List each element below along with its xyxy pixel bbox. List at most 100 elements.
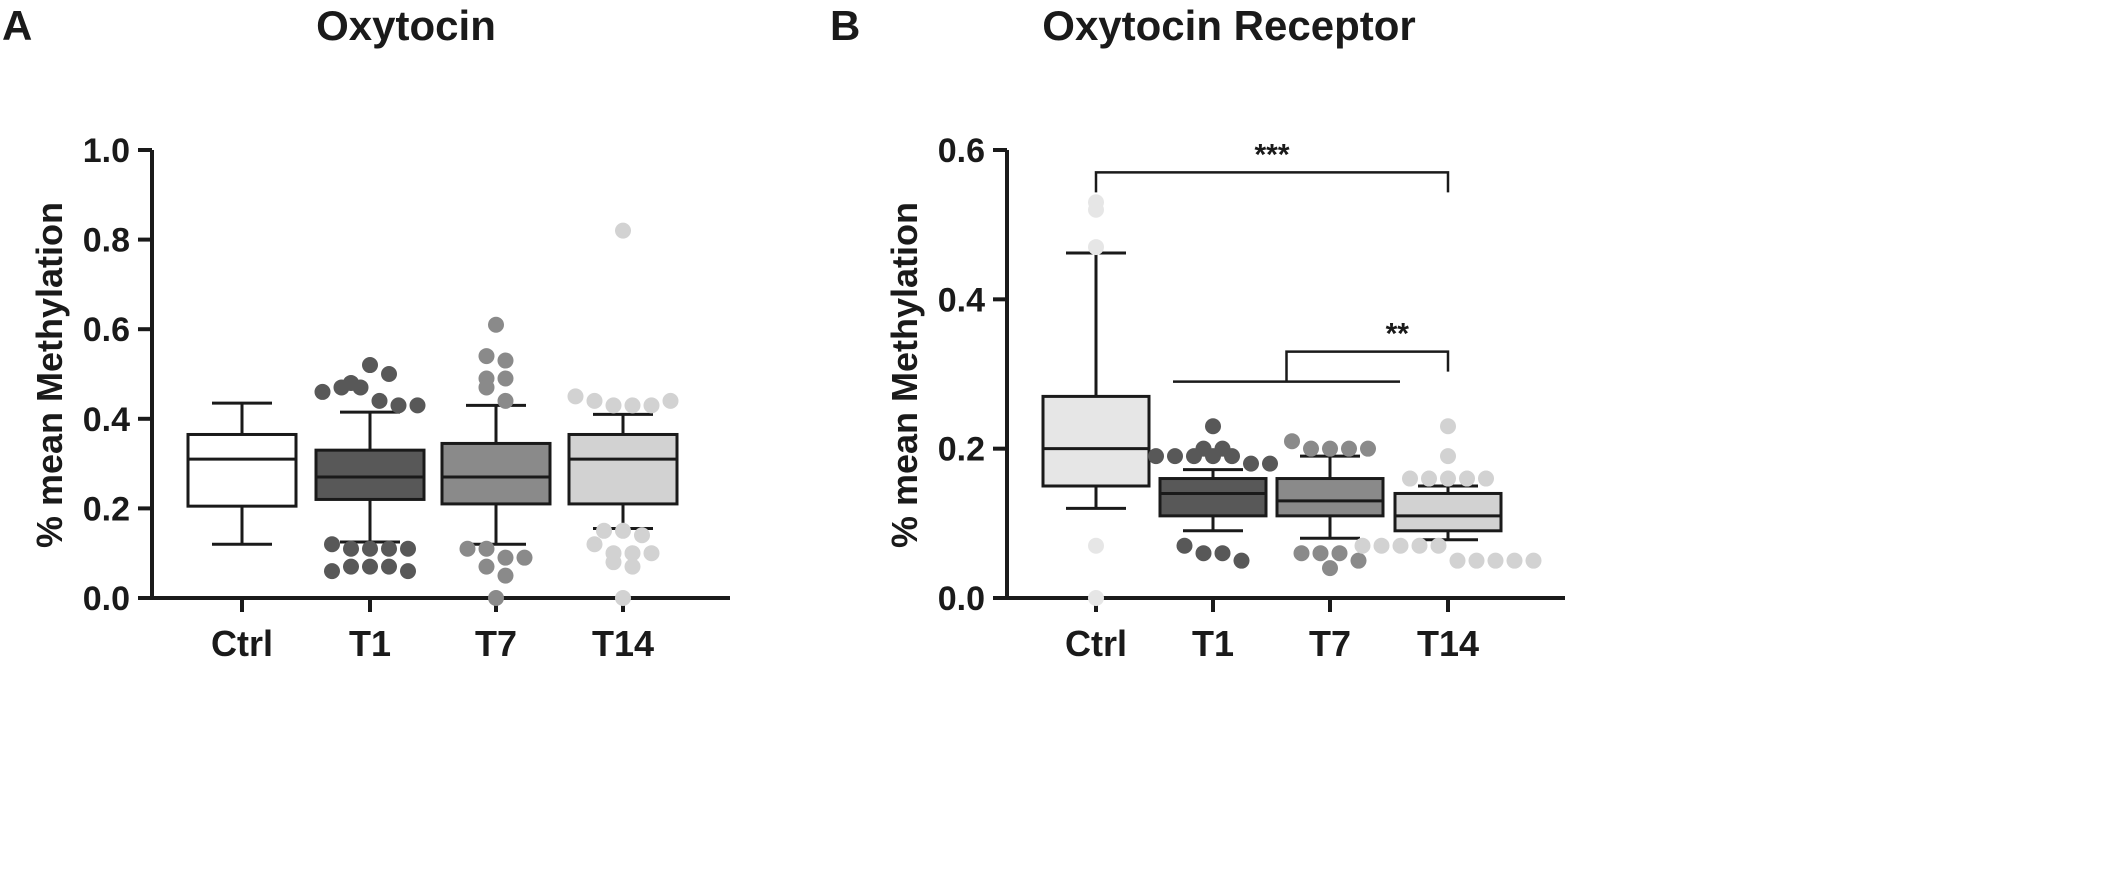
- y-tick-label: 1.0: [83, 132, 130, 170]
- outlier-point: [478, 558, 495, 575]
- outlier-point: [516, 549, 533, 566]
- outlier-point: [362, 357, 378, 374]
- outlier-point: [1284, 433, 1300, 450]
- outlier-point: [624, 558, 641, 575]
- significance-label: **: [1386, 318, 1410, 351]
- x-tick-label: Ctrl: [211, 623, 273, 664]
- outlier-point: [605, 554, 622, 571]
- outlier-point: [362, 558, 378, 575]
- outlier-point: [1468, 552, 1485, 569]
- outlier-point: [596, 522, 612, 539]
- outlier-point: [1088, 590, 1104, 606]
- y-tick-label: 0.0: [83, 580, 130, 618]
- outlier-point: [488, 590, 504, 606]
- box-t1: [314, 448, 426, 501]
- outlier-point: [1214, 545, 1231, 562]
- outlier-point: [1233, 552, 1250, 569]
- box-ctrl: [186, 432, 298, 508]
- outlier-point: [352, 379, 369, 396]
- outlier-point: [1421, 470, 1437, 487]
- outlier-point: [478, 540, 495, 557]
- outlier-point: [1402, 470, 1418, 487]
- significance-bracket: [1094, 171, 1450, 193]
- y-tick-label: 0.8: [83, 222, 130, 260]
- outlier-point: [1195, 545, 1212, 562]
- y-tick-label: 0.6: [938, 132, 985, 170]
- outlier-point: [1088, 239, 1104, 256]
- outlier-point: [615, 522, 631, 539]
- outlier-point: [478, 379, 495, 396]
- outlier-point: [1430, 537, 1447, 554]
- box-t14: [567, 432, 679, 506]
- box-t7: [440, 441, 552, 506]
- outlier-point: [497, 392, 514, 409]
- outlier-point: [1205, 448, 1221, 465]
- panel-a-plot: 0.0 0.2 0.4 0.6 0.8 1.0 Ctrl T1 T7 T14: [83, 132, 730, 664]
- outlier-point: [605, 397, 622, 414]
- x-tick-label: T7: [1309, 623, 1351, 664]
- panel-b-title: Oxytocin Receptor: [1042, 2, 1415, 49]
- outlier-point: [624, 397, 641, 414]
- outlier-point: [1478, 470, 1494, 487]
- outlier-point: [624, 545, 641, 562]
- outlier-point: [1293, 545, 1310, 562]
- box-t14: [1393, 491, 1503, 533]
- outlier-point: [324, 563, 340, 580]
- outlier-point: [1262, 455, 1278, 472]
- outlier-point: [324, 536, 340, 553]
- outlier-point: [1350, 552, 1367, 569]
- outlier-point: [1525, 552, 1542, 569]
- outlier-point: [488, 316, 504, 333]
- x-tick-label: T14: [1417, 623, 1479, 664]
- y-tick-label: 0.4: [938, 281, 985, 319]
- outlier-point: [1354, 537, 1371, 554]
- outlier-point: [615, 222, 631, 239]
- y-tick-label: 0.2: [938, 431, 985, 469]
- outlier-point: [497, 549, 514, 566]
- outlier-point: [478, 348, 495, 365]
- outlier-point: [1449, 552, 1466, 569]
- outlier-point: [1224, 448, 1240, 465]
- box-t7: [1275, 477, 1385, 518]
- outlier-point: [1303, 440, 1319, 457]
- outlier-point: [497, 370, 514, 387]
- x-tick-label: T1: [349, 623, 391, 664]
- outlier-point: [1088, 201, 1104, 218]
- outlier-point: [1373, 537, 1390, 554]
- outlier-point: [400, 563, 416, 580]
- outlier-point: [1506, 552, 1523, 569]
- panel-b-ylabel: % mean Methylation: [884, 202, 925, 548]
- y-tick-label: 0.6: [83, 311, 130, 349]
- outlier-point: [390, 397, 407, 414]
- outlier-point: [371, 392, 388, 409]
- significance-label: ***: [1254, 138, 1289, 171]
- outlier-point: [1411, 537, 1428, 554]
- box-t1: [1158, 477, 1268, 518]
- y-tick-label: 0.2: [83, 490, 130, 528]
- outlier-point: [1440, 448, 1456, 465]
- outlier-point: [586, 392, 603, 409]
- outlier-point: [497, 567, 514, 584]
- outlier-point: [643, 545, 660, 562]
- outlier-point: [1088, 537, 1104, 554]
- outlier-point: [1440, 470, 1456, 487]
- outlier-point: [634, 527, 650, 544]
- panel-b-letter: B: [830, 2, 860, 49]
- outlier-point: [333, 379, 350, 396]
- outlier-point: [381, 540, 397, 557]
- x-tick-label: T7: [475, 623, 517, 664]
- outlier-point: [314, 383, 331, 400]
- outlier-point: [1243, 455, 1259, 472]
- box-ctrl: [1041, 394, 1151, 488]
- outlier-point: [643, 397, 660, 414]
- x-tick-label: T14: [592, 623, 654, 664]
- panel-a-ylabel: % mean Methylation: [29, 202, 70, 548]
- outlier-point: [1167, 448, 1183, 465]
- x-tick-label: Ctrl: [1065, 623, 1127, 664]
- outlier-point: [1176, 537, 1193, 554]
- significance-bracket: [1285, 350, 1450, 382]
- outlier-point: [1360, 440, 1376, 457]
- outlier-point: [1392, 537, 1409, 554]
- outlier-point: [343, 558, 359, 575]
